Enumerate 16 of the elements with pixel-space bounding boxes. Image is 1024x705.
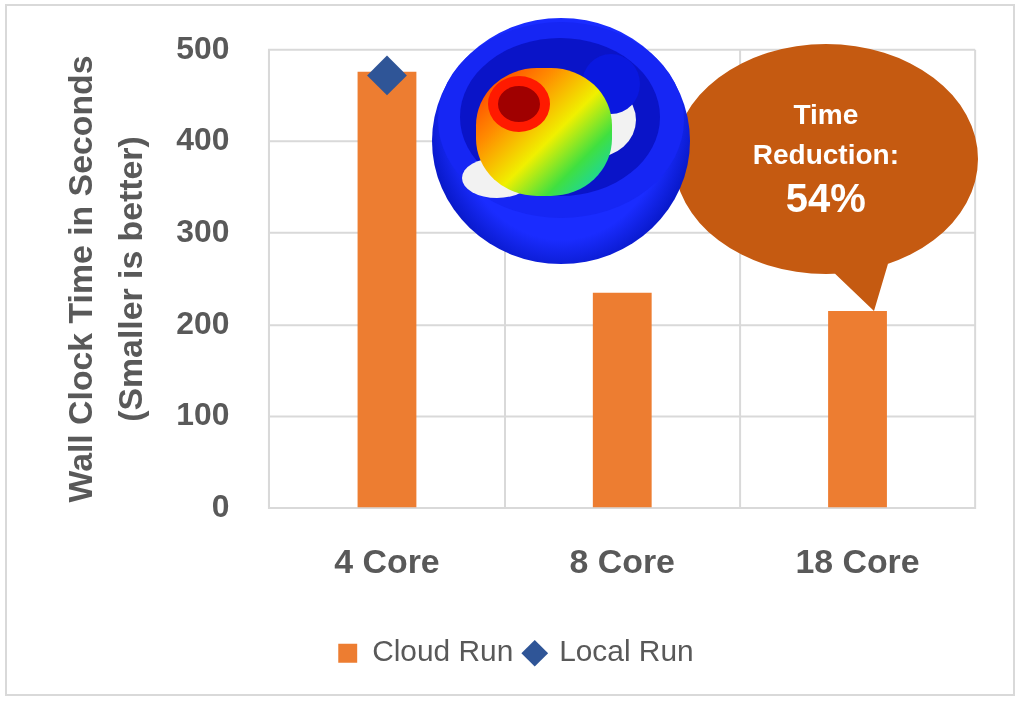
bar <box>828 311 887 508</box>
bar <box>592 292 652 508</box>
y-tick-label: 500 <box>176 29 230 66</box>
legend-label: Local Run <box>559 634 694 668</box>
x-tick-label: 8 Core <box>569 541 675 580</box>
x-tick-label: 18 Core <box>795 541 920 580</box>
y-tick-label: 300 <box>176 212 230 249</box>
bar <box>357 71 417 508</box>
y-tick-label: 400 <box>176 121 230 158</box>
annotation: Time Reduction: 54% <box>752 98 899 220</box>
y-tick-label: 200 <box>176 304 230 341</box>
legend-label: Cloud Run <box>372 634 514 668</box>
x-tick-label: 4 Core <box>334 541 440 580</box>
y-axis-title: Wall Clock Time in Seconds (Smaller is better) <box>60 55 150 503</box>
y-tick-label: 0 <box>211 488 230 525</box>
y-tick-label: 100 <box>176 396 230 433</box>
